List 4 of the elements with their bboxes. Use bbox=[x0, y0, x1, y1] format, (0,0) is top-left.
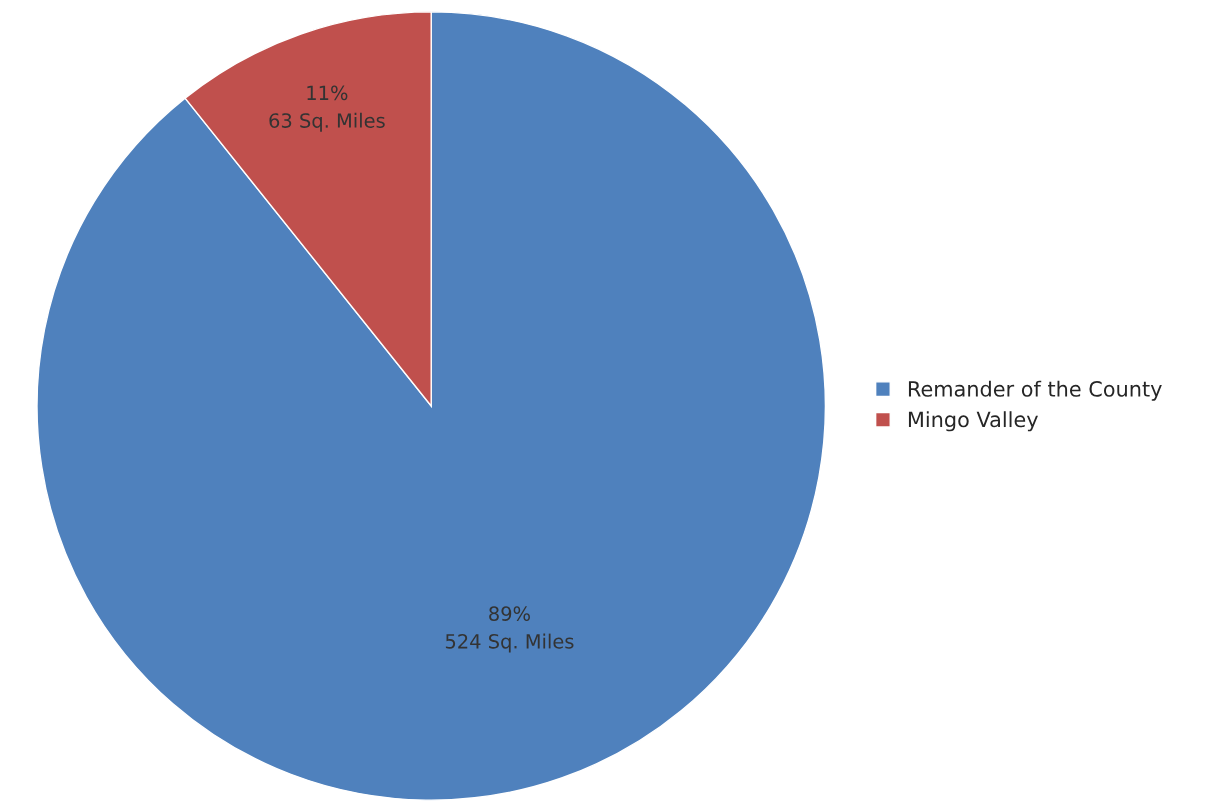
legend-label: Remander of the County bbox=[908, 380, 1162, 401]
legend-label: Mingo Valley bbox=[908, 411, 1038, 432]
data-label: 11% 63 Sq. Miles bbox=[269, 85, 385, 132]
data-label: 89% 524 Sq. Miles bbox=[445, 606, 574, 653]
